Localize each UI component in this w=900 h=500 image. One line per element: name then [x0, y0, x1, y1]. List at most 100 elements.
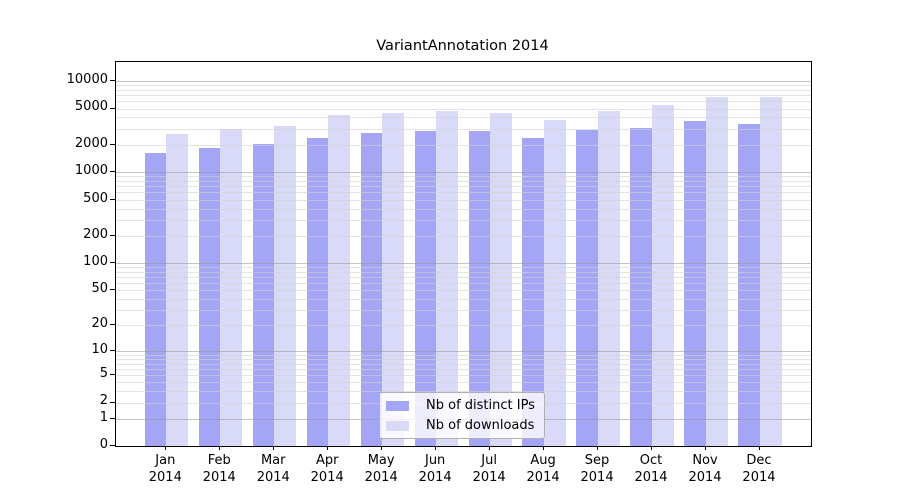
y-tick-label-500: 500	[83, 190, 108, 206]
legend: Nb of distinct IPs Nb of downloads	[379, 392, 545, 439]
y-tick-label-200: 200	[83, 226, 108, 242]
x-tick-label-nov: Nov 2014	[675, 452, 735, 486]
bar-downloads-may	[382, 112, 404, 446]
bar-downloads-sep	[598, 110, 620, 446]
x-tick-label-aug: Aug 2014	[513, 452, 573, 486]
x-tick-year: 2014	[364, 470, 398, 485]
bar-downloads-mar	[274, 126, 296, 446]
gridline-2000	[116, 144, 811, 146]
x-tick-label-dec: Dec 2014	[729, 452, 789, 486]
bar-downloads-jun	[436, 110, 458, 446]
x-tick-mark-nov	[705, 446, 706, 450]
x-tick-month: Mar	[260, 453, 286, 468]
y-tick-mark-20	[110, 324, 115, 326]
bar-distinct-ips-jul	[468, 131, 491, 446]
x-tick-month: Dec	[746, 453, 772, 468]
gridline-3	[116, 391, 811, 393]
gridline-5	[116, 375, 811, 376]
gridline-60	[116, 283, 811, 285]
x-tick-label-jan: Jan 2014	[135, 452, 195, 486]
y-tick-label-10000: 10000	[66, 71, 108, 87]
legend-item-distinct-ips: Nb of distinct IPs	[386, 398, 536, 413]
y-tick-mark-2000	[110, 143, 115, 145]
x-tick-mark-jul	[489, 446, 491, 450]
gridline-20	[116, 325, 811, 327]
x-tick-label-mar: Mar 2014	[243, 452, 303, 486]
x-tick-year: 2014	[148, 470, 182, 485]
y-tick-label-2000: 2000	[74, 135, 108, 151]
gridline-10000	[116, 81, 811, 82]
bar-downloads-dec	[759, 96, 782, 446]
gridline-900	[116, 176, 811, 178]
x-tick-label-may: May 2014	[351, 452, 411, 486]
x-tick-mark-sep	[597, 446, 599, 450]
gridline-10	[116, 351, 811, 352]
bar-distinct-ips-mar	[252, 143, 275, 446]
bar-distinct-ips-feb	[198, 147, 221, 446]
y-tick-label-5: 5	[99, 365, 108, 381]
y-tick-label-100: 100	[83, 254, 108, 270]
y-tick-label-5000: 5000	[74, 99, 108, 115]
gridline-3000	[116, 128, 811, 130]
x-tick-year: 2014	[742, 470, 776, 485]
y-tick-mark-100	[110, 262, 115, 264]
x-tick-year: 2014	[688, 470, 722, 485]
x-tick-month: Jun	[424, 453, 446, 468]
gridline-200	[116, 235, 811, 237]
gridline-9000	[116, 85, 811, 87]
y-tick-mark-1000	[110, 171, 115, 173]
x-tick-month: Feb	[207, 453, 231, 468]
x-tick-month: Aug	[530, 453, 556, 468]
bar-distinct-ips-dec	[738, 123, 760, 446]
y-tick-mark-5000	[110, 107, 115, 109]
gridline-70	[116, 277, 811, 279]
gridline-800	[116, 181, 811, 182]
x-tick-mark-apr	[327, 446, 329, 450]
y-tick-label-1000: 1000	[74, 163, 108, 179]
x-tick-mark-dec	[759, 446, 760, 450]
x-tick-label-apr: Apr 2014	[297, 452, 357, 486]
x-tick-month: Sep	[584, 453, 610, 468]
x-tick-month: Oct	[639, 453, 663, 468]
y-tick-label-0: 0	[99, 437, 108, 452]
legend-label-distinct-ips: Nb of distinct IPs	[426, 398, 535, 413]
plot-area: Nb of distinct IPs Nb of downloads	[115, 61, 812, 447]
gridline-600	[116, 192, 811, 194]
legend-swatch-downloads	[386, 420, 409, 431]
gridline-50	[116, 290, 811, 292]
x-tick-label-sep: Sep 2014	[567, 452, 627, 486]
y-tick-mark-1	[110, 417, 115, 419]
gridline-300	[116, 219, 811, 221]
x-tick-label-jun: Jun 2014	[405, 452, 465, 486]
y-tick-label-10: 10	[91, 341, 108, 357]
x-tick-month: May	[367, 453, 395, 468]
y-tick-mark-2	[110, 401, 115, 403]
x-tick-month: Jul	[481, 453, 497, 468]
bar-downloads-jul	[490, 112, 512, 446]
x-tick-year: 2014	[634, 470, 668, 485]
x-tick-mark-aug	[543, 446, 545, 450]
gridline-6	[116, 368, 811, 370]
gridline-500	[116, 199, 811, 201]
x-tick-month: Apr	[315, 453, 339, 468]
gridline-7	[116, 363, 811, 365]
y-tick-mark-10000	[110, 80, 115, 81]
gridline-100	[116, 263, 811, 265]
y-tick-mark-0	[110, 445, 115, 446]
x-tick-mark-jun	[435, 446, 437, 450]
x-tick-label-feb: Feb 2014	[189, 452, 249, 486]
y-tick-mark-5	[110, 374, 115, 375]
y-tick-label-2: 2	[99, 393, 108, 409]
x-tick-year: 2014	[526, 470, 560, 485]
x-tick-year: 2014	[418, 470, 452, 485]
gridline-40	[116, 298, 811, 300]
x-tick-mark-jan	[165, 446, 167, 450]
bar-downloads-jan	[166, 133, 188, 446]
gridline-5000	[116, 108, 811, 110]
bar-downloads-oct	[652, 105, 674, 446]
legend-swatch-distinct-ips	[386, 400, 409, 411]
gridline-9	[116, 354, 811, 356]
gridline-90	[116, 267, 811, 269]
gridline-8000	[116, 89, 811, 91]
bar-distinct-ips-oct	[630, 127, 653, 446]
